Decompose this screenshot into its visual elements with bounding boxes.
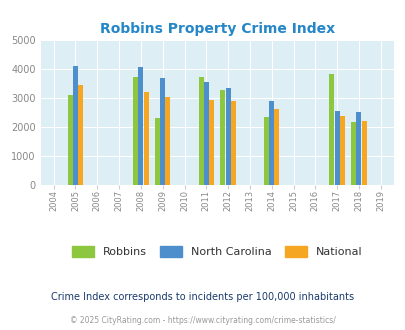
Bar <box>274 109 279 185</box>
Bar <box>269 101 273 185</box>
Bar <box>160 78 165 185</box>
Bar <box>230 101 235 185</box>
Bar <box>220 90 225 185</box>
Text: © 2025 CityRating.com - https://www.cityrating.com/crime-statistics/: © 2025 CityRating.com - https://www.city… <box>70 316 335 325</box>
Bar <box>155 118 160 185</box>
Bar <box>225 87 230 185</box>
Bar <box>198 77 203 185</box>
Bar <box>165 97 170 185</box>
Bar <box>209 100 213 185</box>
Bar <box>68 95 72 185</box>
Bar <box>73 66 78 185</box>
Bar <box>356 112 360 185</box>
Bar <box>203 82 208 185</box>
Title: Robbins Property Crime Index: Robbins Property Crime Index <box>99 22 334 36</box>
Bar <box>361 121 366 185</box>
Text: Crime Index corresponds to incidents per 100,000 inhabitants: Crime Index corresponds to incidents per… <box>51 292 354 302</box>
Bar <box>133 77 138 185</box>
Bar <box>263 116 269 185</box>
Bar <box>78 84 83 185</box>
Bar <box>334 111 339 185</box>
Bar <box>143 92 148 185</box>
Legend: Robbins, North Carolina, National: Robbins, North Carolina, National <box>67 241 367 261</box>
Bar <box>138 67 143 185</box>
Bar <box>350 122 355 185</box>
Bar <box>339 116 344 185</box>
Bar <box>328 75 334 185</box>
